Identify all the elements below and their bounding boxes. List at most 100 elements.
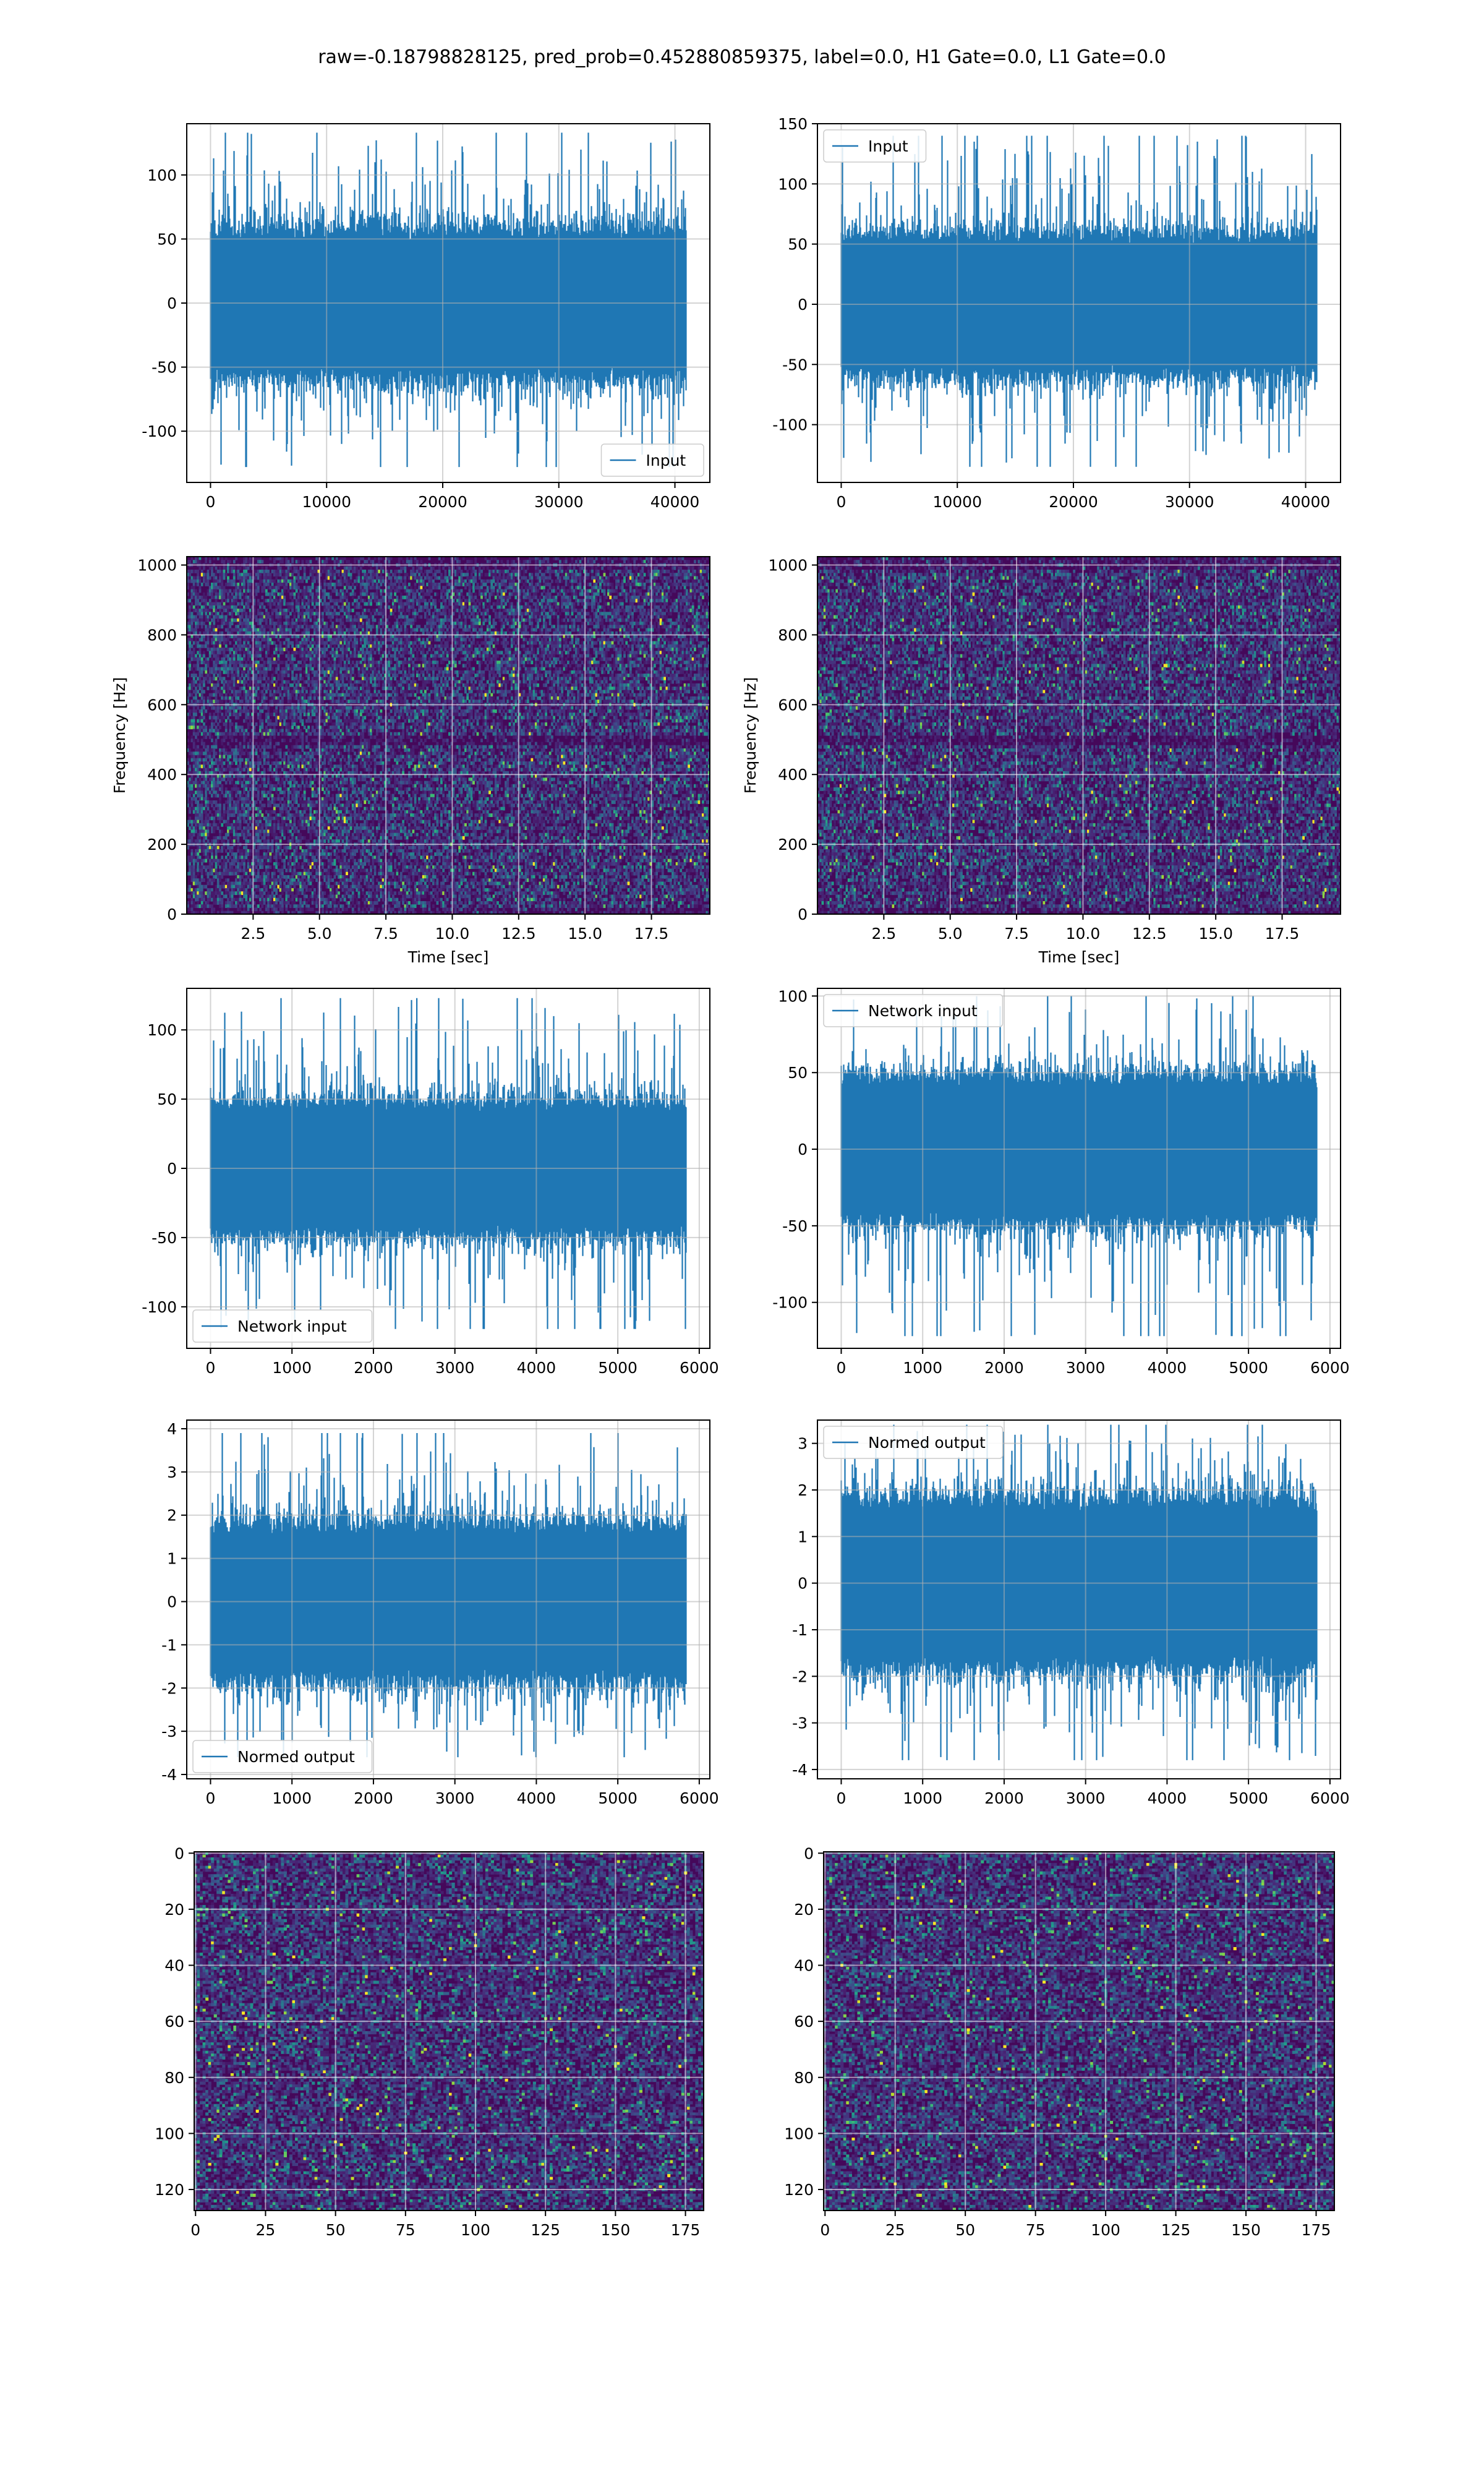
figure-suptitle: raw=-0.18798828125, pred_prob=0.45288085… (318, 46, 1166, 68)
y-tick-label: 100 (147, 166, 177, 184)
y-tick-label: 0 (804, 1844, 814, 1862)
y-tick-label: 150 (778, 115, 808, 133)
y-tick-label: 600 (778, 696, 808, 714)
y-tick-label: 2 (167, 1507, 177, 1525)
chart-r3c1: 0 1000 2000 3000 4000 5000 6000-100-50050100Ne… (142, 988, 719, 1377)
x-tick-label: 3000 (1066, 1359, 1106, 1377)
plot-area (824, 1852, 1335, 2211)
legend-label: Normed output (868, 1434, 986, 1452)
y-tick-label: -3 (792, 1714, 808, 1732)
y-tick-label: -2 (792, 1667, 808, 1685)
x-tick-label: 50 (955, 2221, 975, 2239)
plot-area (187, 1420, 710, 1779)
x-tick-label: 12.5 (1132, 925, 1167, 943)
x-tick-label: 150 (1231, 2221, 1261, 2239)
y-tick-label: 0 (798, 296, 808, 314)
y-tick-label: 100 (778, 175, 808, 193)
x-tick-label: 1000 (903, 1359, 942, 1377)
x-tick-label: 30000 (1165, 493, 1214, 511)
y-tick-label: 200 (778, 836, 808, 854)
x-tick-label: 4000 (517, 1359, 556, 1377)
legend: Network input (824, 995, 1003, 1027)
y-tick-label: 0 (798, 1575, 808, 1593)
x-tick-label: 5000 (1229, 1789, 1268, 1807)
y-tick-label: 100 (784, 2125, 814, 2142)
y-tick-label: -100 (772, 416, 808, 434)
x-axis-label: Time [sec] (407, 948, 489, 966)
x-tick-label: 4000 (1148, 1789, 1187, 1807)
x-tick-label: 20000 (1049, 493, 1098, 511)
y-tick-label: 120 (784, 2181, 814, 2199)
legend: Input (824, 130, 926, 162)
y-tick-label: 1 (167, 1550, 177, 1568)
y-tick-label: 20 (164, 1901, 184, 1919)
x-tick-label: 175 (671, 2221, 701, 2239)
y-tick-label: 2 (798, 1481, 808, 1499)
y-tick-label: 0 (174, 1844, 184, 1862)
y-tick-label: 3 (167, 1463, 177, 1481)
x-tick-label: 10000 (932, 493, 982, 511)
y-tick-label: 0 (798, 1141, 808, 1158)
x-tick-label: 6000 (680, 1359, 719, 1377)
x-tick-label: 0 (837, 1789, 846, 1807)
x-tick-label: 2.5 (241, 925, 265, 943)
x-tick-label: 5.0 (307, 925, 332, 943)
x-tick-label: 0 (206, 1359, 216, 1377)
x-tick-label: 17.5 (1265, 925, 1300, 943)
y-tick-label: 400 (778, 766, 808, 784)
x-tick-label: 40000 (650, 493, 700, 511)
plot-area (817, 124, 1341, 482)
series-line (211, 1433, 686, 1757)
legend: Normed output (824, 1426, 1003, 1458)
y-tick-label: 80 (794, 2069, 814, 2087)
chart-r2c2: 2.5 5.0 7.5 10.0 12.5 15.0 17.5020040060080010… (741, 557, 1341, 966)
x-tick-label: 17.5 (634, 925, 669, 943)
y-tick-label: -1 (161, 1636, 177, 1654)
plot-area (187, 988, 710, 1348)
y-tick-label: 80 (164, 2069, 184, 2087)
x-tick-label: 1000 (903, 1789, 942, 1807)
plot-area (187, 557, 710, 915)
y-tick-label: -100 (772, 1294, 808, 1312)
y-tick-label: -50 (151, 359, 177, 377)
y-tick-label: 1000 (137, 557, 177, 575)
chart-r3c2: 0 1000 2000 3000 4000 5000 6000-100-50050100Ne… (772, 987, 1349, 1377)
x-tick-label: 30000 (534, 493, 584, 511)
x-tick-label: 1000 (272, 1359, 312, 1377)
x-tick-label: 0 (837, 493, 846, 511)
plot-area (817, 1420, 1341, 1779)
y-tick-label: -100 (142, 1298, 177, 1316)
chart-r2c1: 2.5 5.0 7.5 10.0 12.5 15.0 17.5020040060080010… (111, 557, 710, 966)
x-tick-label: 12.5 (501, 925, 536, 943)
x-tick-label: 1000 (272, 1789, 312, 1807)
y-tick-label: 50 (157, 1090, 177, 1108)
y-tick-label: -4 (792, 1761, 808, 1779)
y-tick-label: 4 (167, 1420, 177, 1438)
y-tick-label: 40 (164, 1957, 184, 1975)
y-axis-label: Frequency [Hz] (741, 677, 759, 794)
legend-label: Network input (868, 1002, 978, 1020)
y-tick-label: -3 (161, 1723, 177, 1740)
x-tick-label: 125 (531, 2221, 560, 2239)
x-tick-label: 10.0 (435, 925, 470, 943)
chart-r1c2: 0 10000 20000 30000 40000-100-50050100150Inp… (772, 115, 1341, 511)
y-tick-label: -50 (782, 356, 808, 374)
y-tick-label: 0 (167, 1160, 177, 1178)
chart-r4c1: 0 1000 2000 3000 4000 5000 6000-4-3-2-101234No… (161, 1420, 719, 1807)
legend: Input (602, 444, 704, 476)
legend: Normed output (193, 1740, 372, 1773)
y-tick-label: 50 (157, 230, 177, 248)
y-axis-label: Frequency [Hz] (111, 677, 129, 794)
series-line (842, 1425, 1317, 1760)
y-tick-label: 800 (147, 626, 177, 644)
plot-area (817, 557, 1341, 915)
y-tick-label: -100 (142, 422, 177, 440)
x-tick-label: 6000 (1310, 1789, 1350, 1807)
plot-area (187, 124, 710, 482)
y-tick-label: 0 (167, 1593, 177, 1611)
x-tick-label: 50 (326, 2221, 346, 2239)
y-tick-label: -4 (161, 1766, 177, 1784)
